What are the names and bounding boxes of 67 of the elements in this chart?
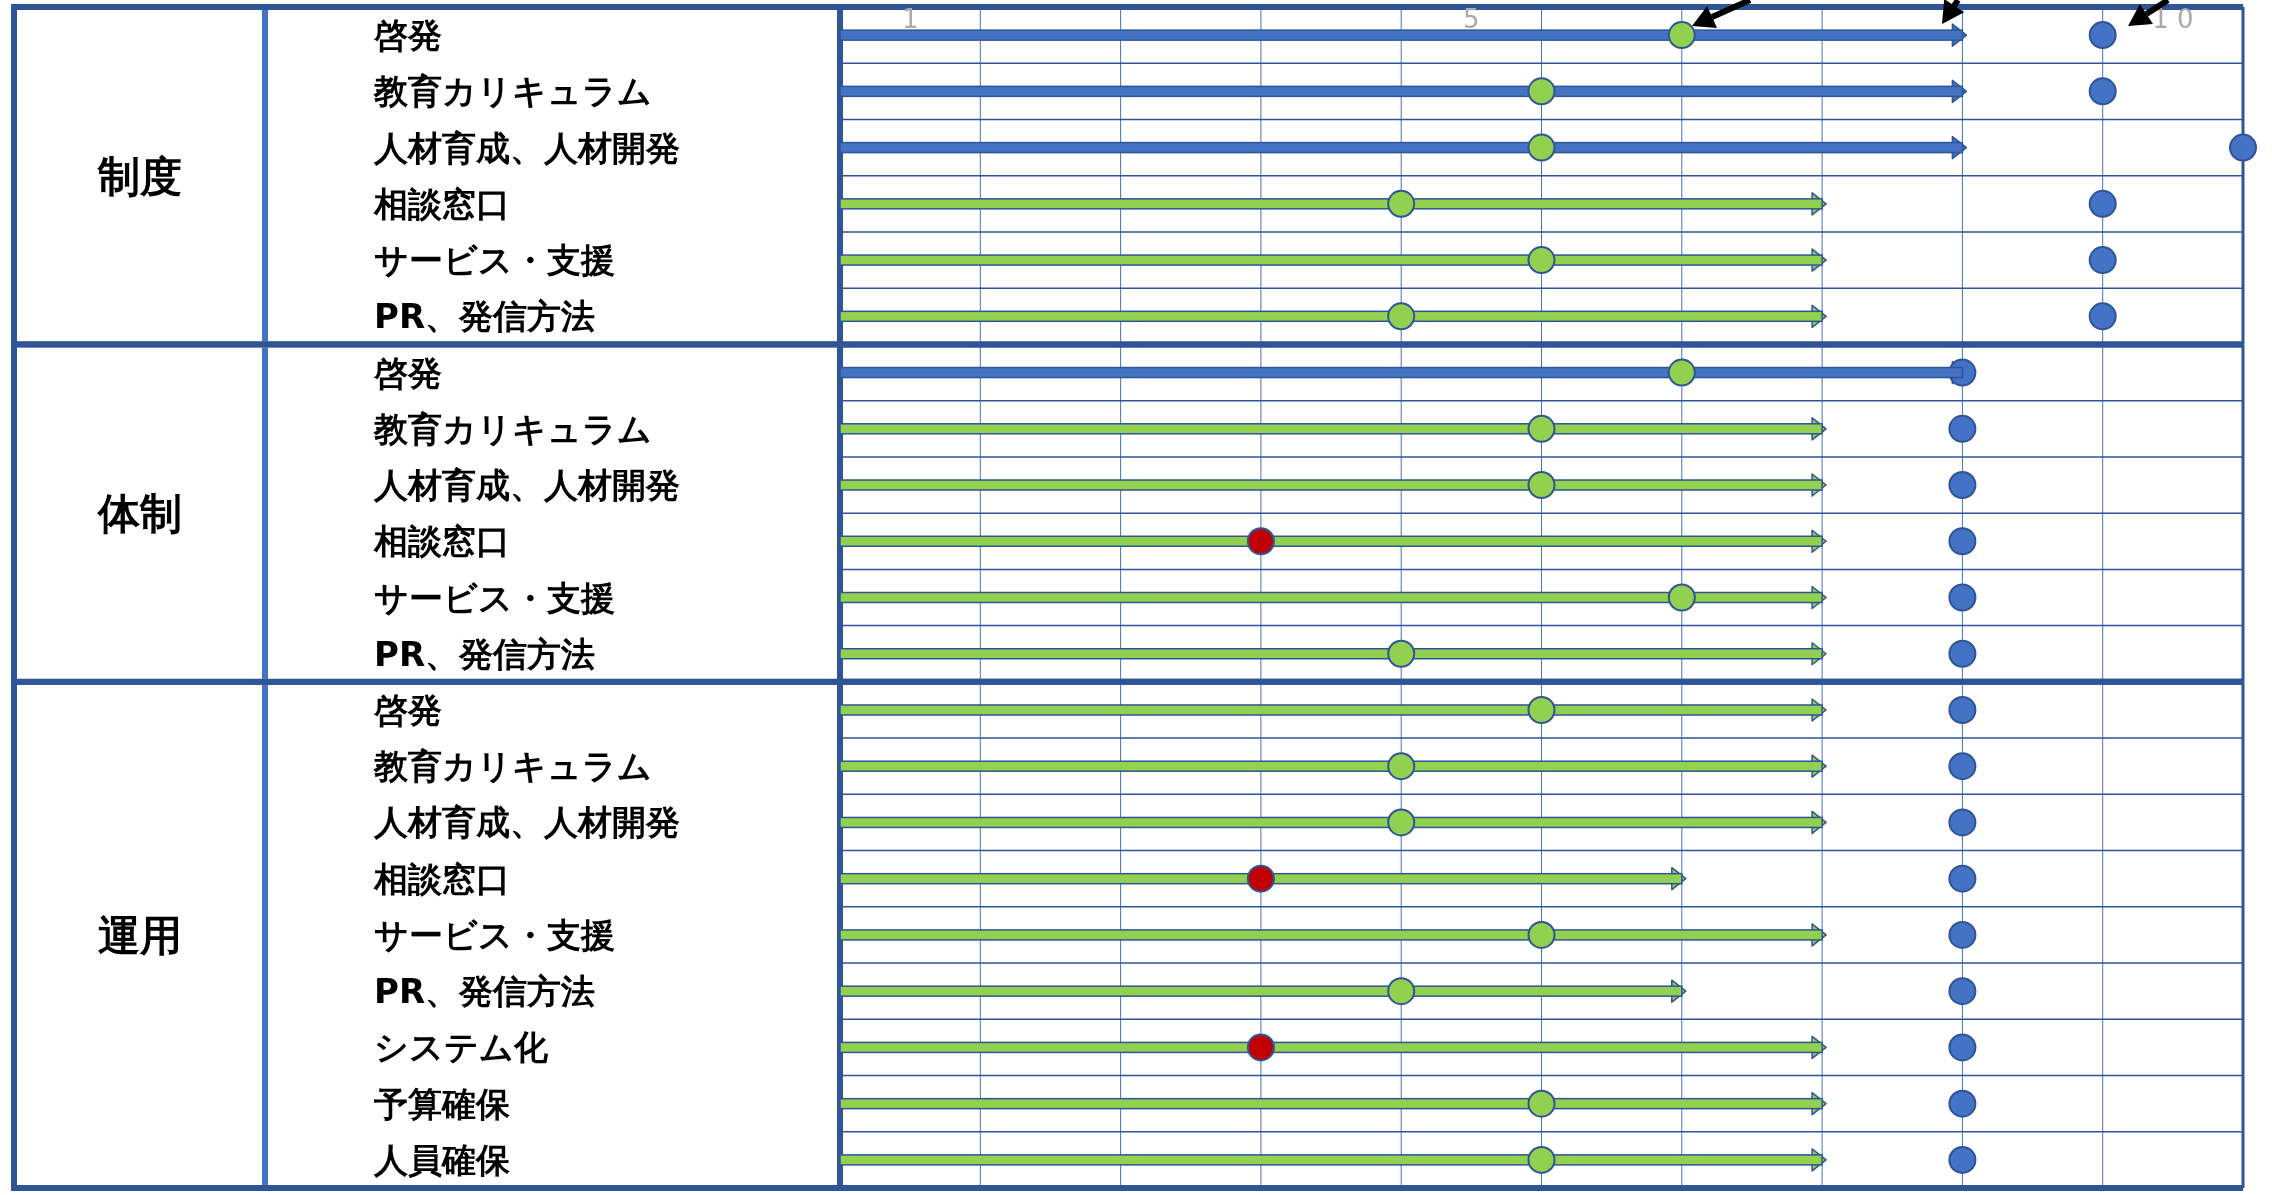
point <box>1948 808 1977 837</box>
point <box>1246 527 1275 556</box>
point <box>1948 414 1977 443</box>
y-tick-label: PR、発信方法 <box>374 296 596 337</box>
y-tick-label: 啓発 <box>373 15 442 56</box>
y-tick-label: 教育カリキュラム <box>373 71 652 112</box>
y-tick-label: 教育カリキュラム <box>373 408 652 449</box>
point <box>1948 1145 1977 1174</box>
y-tick-label: システム化 <box>374 1027 549 1068</box>
point <box>1948 864 1977 893</box>
point <box>1527 920 1556 949</box>
point <box>1948 920 1977 949</box>
y-tick-label: サービス・支援 <box>374 577 615 618</box>
point <box>1948 752 1977 781</box>
point <box>1527 133 1556 162</box>
point <box>1948 1089 1977 1118</box>
y-tick-label: 人員確保 <box>373 1139 511 1180</box>
y-tick-label: 啓発 <box>373 689 442 730</box>
point <box>1387 639 1416 668</box>
point <box>2088 21 2117 50</box>
y-tick-label: 人材育成、人材開発 <box>373 127 680 168</box>
text: 体制 <box>95 489 182 539</box>
point <box>1527 414 1556 443</box>
x-tick-label: 5 <box>1463 4 1480 35</box>
point <box>1387 808 1416 837</box>
point <box>2229 133 2257 162</box>
point <box>1667 358 1696 387</box>
y-tick-label: サービス・支援 <box>374 240 615 281</box>
y-tick-label: 相談窓口 <box>373 183 510 224</box>
point <box>1948 471 1977 500</box>
y-tick-label: PR、発信方法 <box>374 971 596 1012</box>
point <box>1667 583 1696 612</box>
y-tick-label: 相談窓口 <box>373 858 510 899</box>
point <box>1948 977 1977 1006</box>
y-tick-label: 相談窓口 <box>373 521 510 562</box>
y-tick-label: サービス・支援 <box>374 914 615 955</box>
point <box>1387 977 1416 1006</box>
point <box>1948 527 1977 556</box>
point <box>1246 864 1275 893</box>
text: 制度 <box>96 151 182 201</box>
point <box>1527 246 1556 275</box>
point <box>2088 77 2117 106</box>
point <box>1527 1145 1556 1174</box>
point <box>2088 189 2117 218</box>
point <box>1387 752 1416 781</box>
point <box>1246 1033 1275 1062</box>
y-tick-label: 教育カリキュラム <box>373 746 652 787</box>
point <box>1527 471 1556 500</box>
y-tick-label: 人材育成、人材開発 <box>373 802 680 843</box>
point <box>1948 583 1977 612</box>
text: 運用 <box>97 910 182 960</box>
point <box>1387 302 1416 331</box>
point <box>1527 77 1556 106</box>
y-tick-label: 啓発 <box>373 352 442 393</box>
y-tick-label: PR、発信方法 <box>374 633 596 674</box>
point <box>1948 695 1977 724</box>
point <box>1948 639 1977 668</box>
y-tick-label: 予算確保 <box>373 1083 511 1124</box>
point <box>2088 302 2117 331</box>
y-tick-label: 人材育成、人材開発 <box>373 465 680 506</box>
point <box>1527 1089 1556 1118</box>
point <box>2088 246 2117 275</box>
x-tick-label: 1 <box>901 4 919 35</box>
point <box>1667 21 1696 50</box>
point <box>1527 695 1556 724</box>
point <box>1948 1033 1977 1062</box>
point <box>1387 189 1416 218</box>
